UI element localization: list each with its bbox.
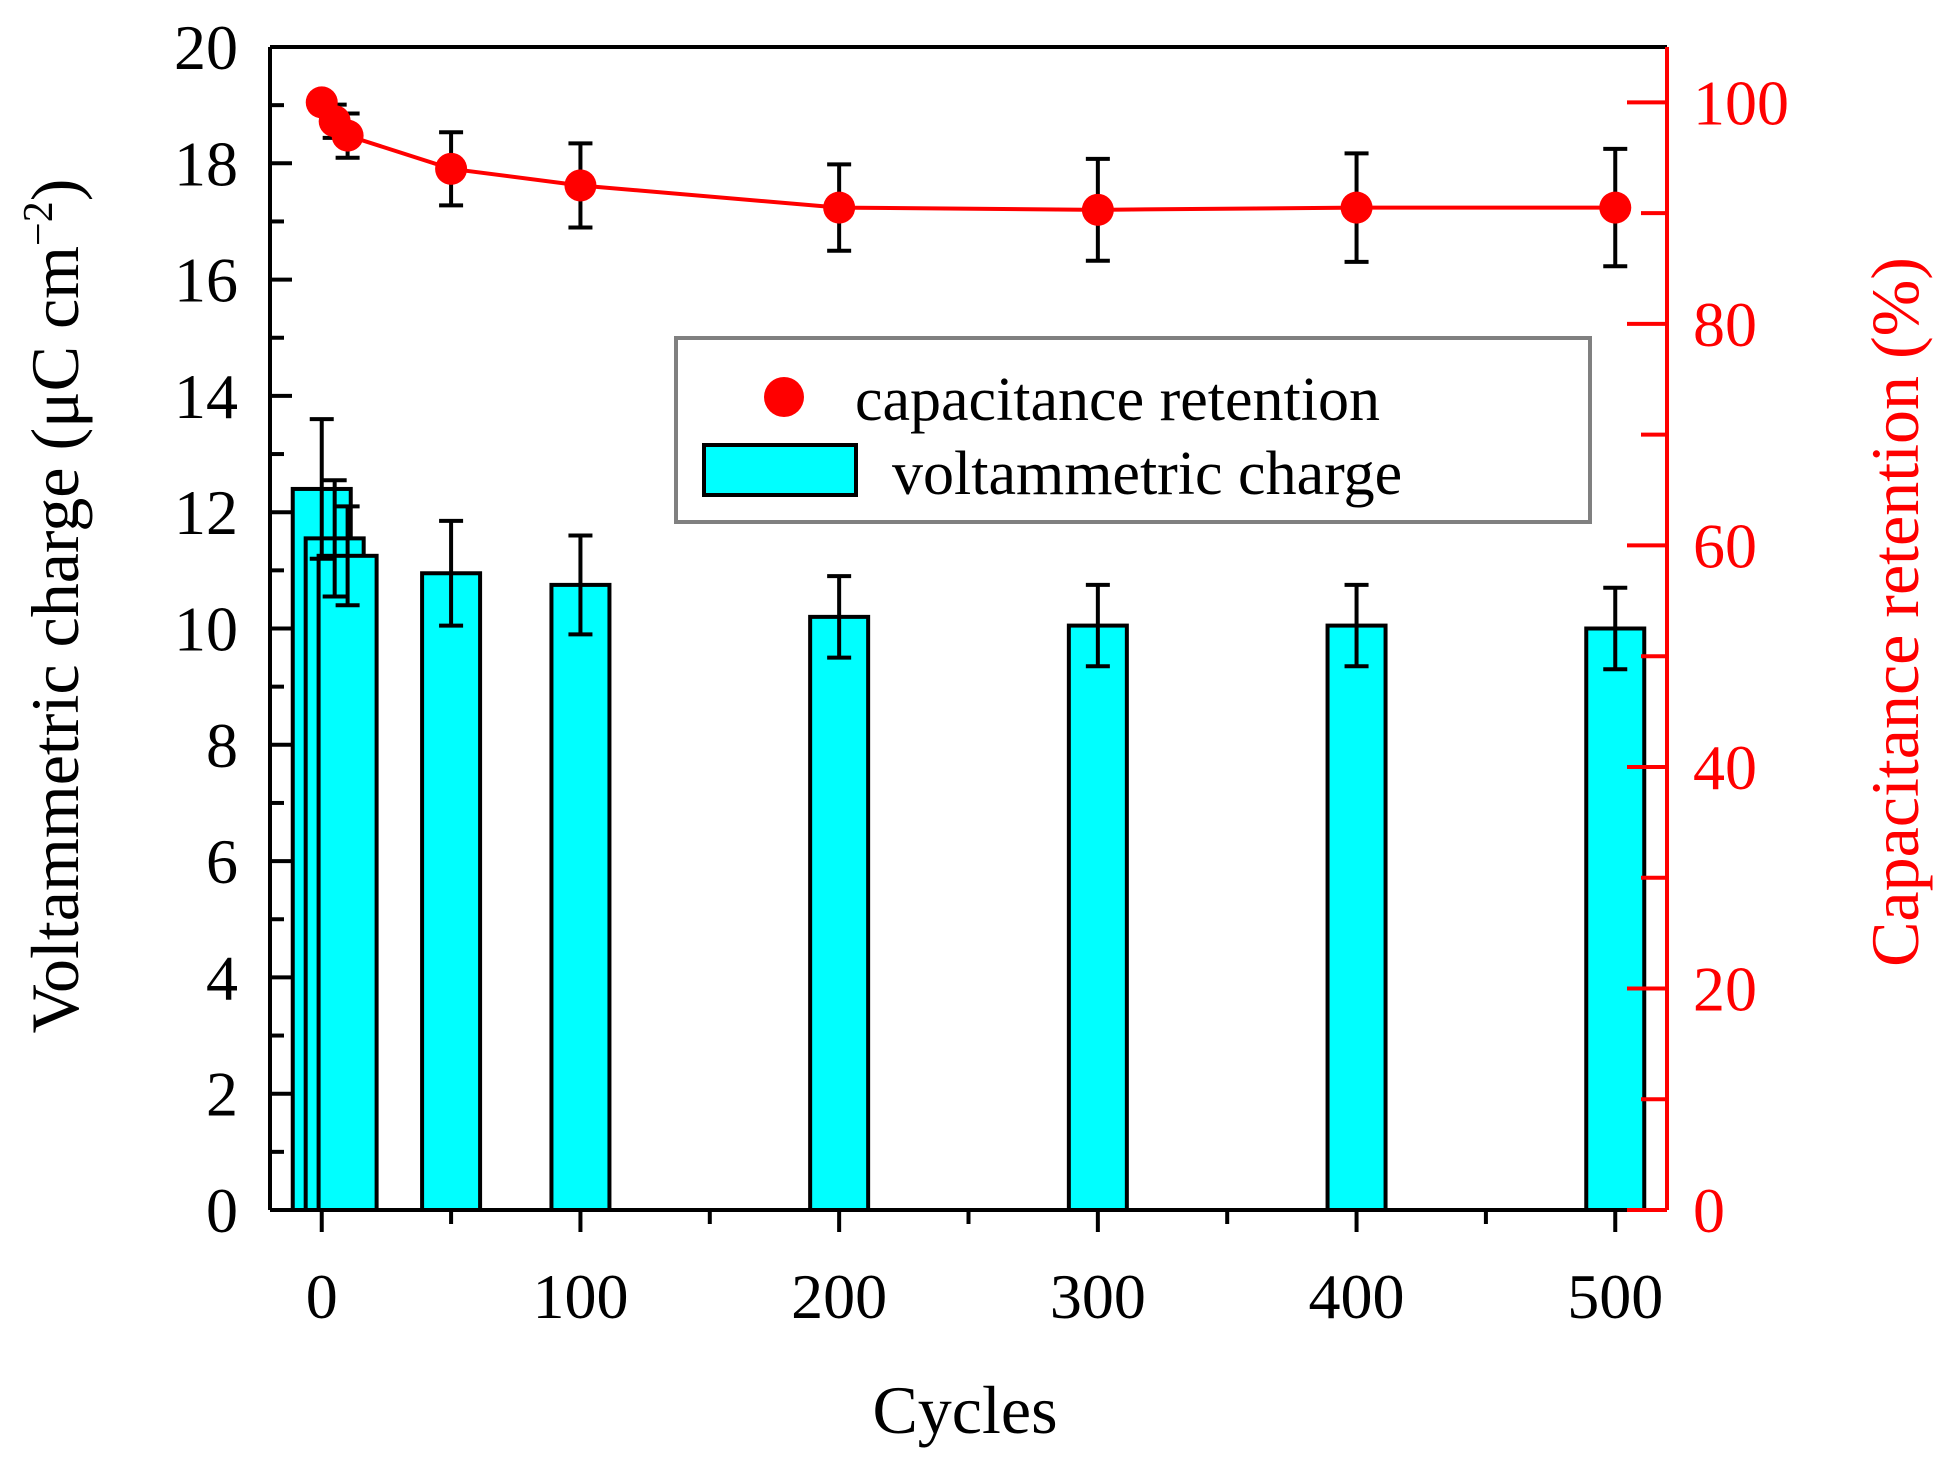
- legend-label-voltammetric-charge: voltammetric charge: [892, 440, 1402, 508]
- y-left-tick-label-0: 0: [206, 1175, 238, 1246]
- retention-line-layer: [305, 86, 1632, 269]
- y-right-tick-label-60: 60: [1693, 510, 1757, 581]
- bar-cycle-50: [420, 571, 483, 1212]
- x-axis-title: Cycles: [872, 1372, 1057, 1448]
- x-tick-label-0: 0: [306, 1261, 338, 1332]
- y-left-tick-label-4: 4: [206, 942, 238, 1013]
- legend-label-capacitance-retention: capacitance retention: [855, 366, 1380, 434]
- bars-layer: [290, 417, 1647, 1212]
- y-left-tick-label-20: 20: [174, 12, 238, 83]
- y-axis-left-title-close: ): [17, 179, 93, 202]
- y-right-tick-label-0: 0: [1693, 1175, 1725, 1246]
- y-right-tick-label-40: 40: [1693, 732, 1757, 803]
- y-left-tick-label-2: 2: [206, 1059, 238, 1130]
- bar-cycle-300: [1066, 623, 1129, 1212]
- legend-swatch-voltammetric-charge: [702, 443, 858, 497]
- y-axis-left-title-sup: −2: [16, 201, 62, 246]
- y-left-tick-label-16: 16: [174, 245, 238, 316]
- retention-point-cycle-300: [1081, 193, 1114, 226]
- bar-cycle-400: [1325, 623, 1388, 1212]
- y-right-tick-label-100: 100: [1693, 67, 1789, 138]
- legend: capacitance retention voltammetric charg…: [674, 336, 1592, 524]
- y-axis-right-title: Capacitance retention (%): [1857, 257, 1933, 967]
- y-left-tick-label-18: 18: [174, 128, 238, 199]
- x-tick-label-100: 100: [532, 1261, 628, 1332]
- bar-cycle-500: [1584, 626, 1647, 1212]
- retention-point-cycle-200: [823, 191, 856, 224]
- y-left-tick-label-8: 8: [206, 710, 238, 781]
- y-left-tick-label-6: 6: [206, 826, 238, 897]
- bar-cycle-200: [808, 614, 871, 1212]
- y-right-tick-label-80: 80: [1693, 289, 1757, 360]
- y-left-tick-label-12: 12: [174, 477, 238, 548]
- bar-cycle-10: [316, 553, 379, 1212]
- x-tick-label-400: 400: [1309, 1261, 1405, 1332]
- retention-point-cycle-400: [1340, 191, 1373, 224]
- retention-point-cycle-10: [331, 119, 364, 152]
- legend-marker-capacitance-retention: [764, 377, 804, 417]
- y-left-tick-label-14: 14: [174, 361, 238, 432]
- bar-cycle-100: [549, 582, 612, 1212]
- y-left-tick-label-10: 10: [174, 594, 238, 665]
- x-tick-label-300: 300: [1050, 1261, 1146, 1332]
- x-tick-label-200: 200: [791, 1261, 887, 1332]
- y-axis-left-title-main: Voltammetric charge (μC cm: [17, 246, 93, 1033]
- retention-point-cycle-50: [435, 152, 468, 185]
- retention-line: [320, 101, 1616, 212]
- x-tick-label-500: 500: [1567, 1261, 1663, 1332]
- axes-layer: 0 100 200 300 400 500024681012141618200204060…: [174, 12, 1789, 1332]
- y-right-tick-label-20: 20: [1693, 953, 1757, 1024]
- retention-point-cycle-500: [1599, 191, 1632, 224]
- y-axis-left-title: Voltammetric charge (μC cm−2): [16, 179, 93, 1034]
- retention-point-cycle-100: [564, 169, 597, 202]
